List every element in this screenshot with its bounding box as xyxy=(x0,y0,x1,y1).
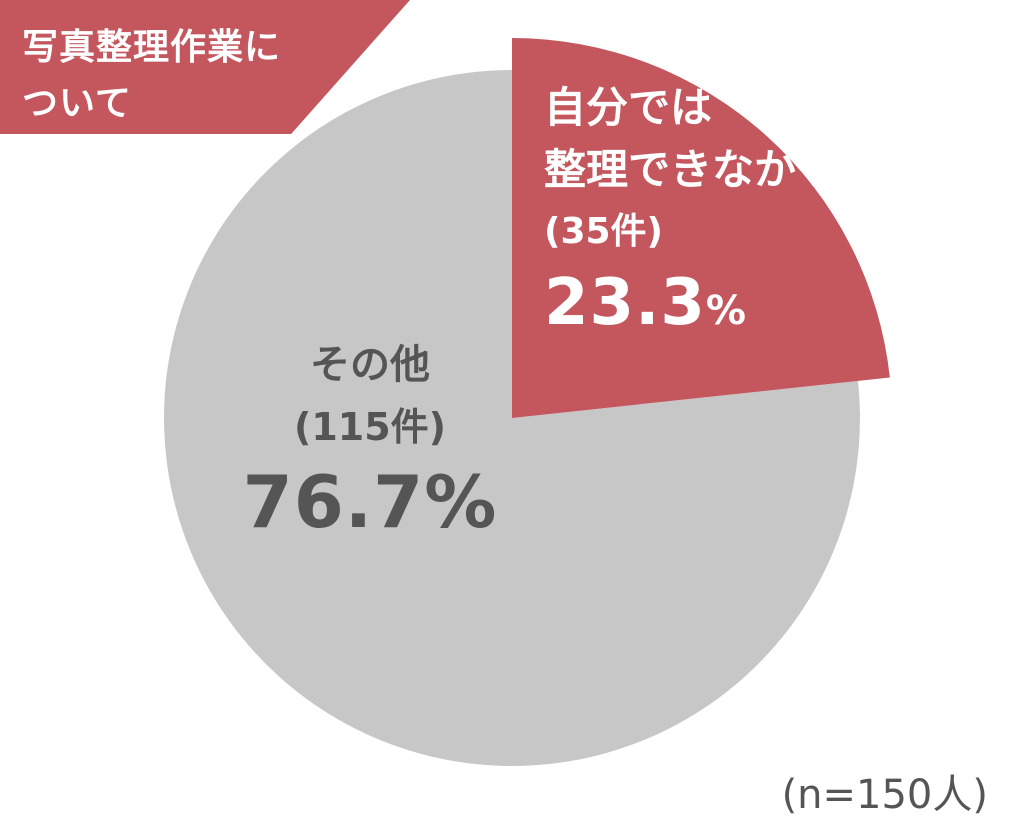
pie-slice-other xyxy=(164,70,861,766)
title-line-2: ついて xyxy=(22,83,132,124)
slice-label-red-line-1: 自分では xyxy=(544,83,713,132)
slice-count-red: (35件) xyxy=(544,211,664,252)
slice-percent-other: 76.7% xyxy=(220,460,520,544)
slice-percent-red-unit: % xyxy=(705,288,746,334)
pie-slice-could-not-organize xyxy=(512,38,890,418)
slice-label-red-line-2: 整理できなかった xyxy=(544,145,881,194)
slice-percent-other-unit: % xyxy=(424,460,498,544)
slice-percent-other-number: 76.7 xyxy=(242,460,425,544)
slice-count-other: (115件) xyxy=(293,405,447,449)
sample-size-note: (n=150人) xyxy=(781,772,988,818)
slice-label-other: その他 xyxy=(310,342,430,388)
slice-percent-red-number: 23.3 xyxy=(544,266,706,340)
title-line-1: 写真整理作業に xyxy=(22,27,282,68)
slice-percent-red: 23.3% xyxy=(544,266,746,340)
